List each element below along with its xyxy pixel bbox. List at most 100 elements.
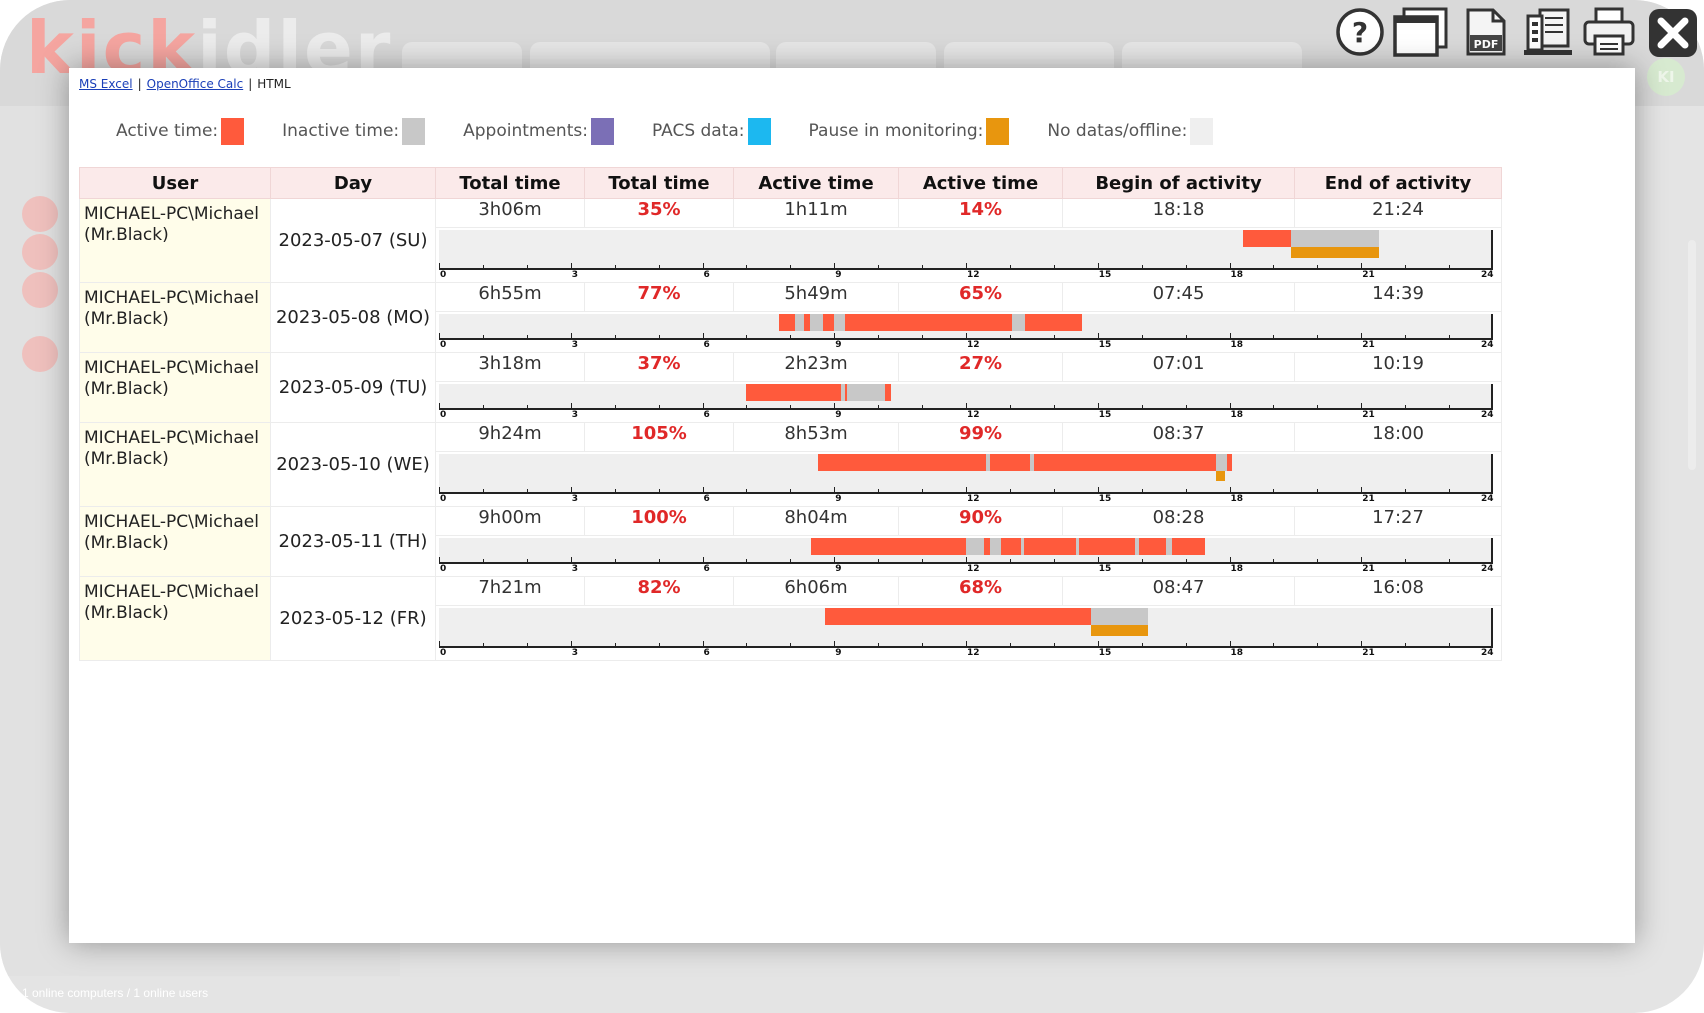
timeline-tick bbox=[1492, 487, 1493, 494]
timeline-tick bbox=[658, 643, 660, 647]
scrollbar[interactable] bbox=[1688, 240, 1696, 470]
column-header-active-percent[interactable]: Active time bbox=[898, 167, 1063, 199]
column-header-total-time[interactable]: Total time bbox=[435, 167, 585, 199]
inactive-segment[interactable] bbox=[1029, 454, 1035, 471]
timeline-tick bbox=[1053, 489, 1055, 493]
timeline-tick bbox=[878, 559, 880, 563]
inactive-segment[interactable] bbox=[1135, 538, 1140, 555]
timeline-tick bbox=[746, 405, 748, 409]
timeline-tick bbox=[1141, 489, 1143, 493]
timeline-tick bbox=[1009, 489, 1011, 493]
timeline-tick bbox=[1185, 489, 1187, 493]
pdf-icon[interactable]: PDF bbox=[1464, 6, 1508, 58]
inactive-segment[interactable] bbox=[794, 314, 804, 331]
timeline-tick bbox=[1097, 263, 1099, 270]
active-segment[interactable] bbox=[845, 314, 1013, 331]
day-cell: 2023-05-11 (TH) bbox=[270, 506, 436, 577]
active-segment[interactable] bbox=[746, 384, 841, 401]
timeline-tick bbox=[439, 487, 440, 494]
window-icon[interactable] bbox=[1392, 6, 1450, 58]
column-header-end[interactable]: End of activity bbox=[1294, 167, 1502, 199]
active-segment[interactable] bbox=[1172, 538, 1206, 555]
active-segment[interactable] bbox=[845, 384, 848, 401]
timeline-tick-label: 21 bbox=[1362, 564, 1375, 574]
user-cell: MICHAEL-PC\Michael (Mr.Black) bbox=[79, 422, 271, 507]
pause-segment[interactable] bbox=[1216, 471, 1226, 481]
inactive-segment[interactable] bbox=[840, 384, 846, 401]
active-segment[interactable] bbox=[1139, 538, 1166, 555]
background-tab bbox=[530, 42, 770, 68]
timeline-tick-label: 3 bbox=[571, 494, 579, 504]
timeline-tick bbox=[1229, 403, 1231, 410]
export-calc-link[interactable]: OpenOffice Calc bbox=[146, 77, 244, 91]
timeline-tick bbox=[439, 263, 440, 270]
inactive-segment[interactable] bbox=[1012, 314, 1026, 331]
inactive-segment[interactable] bbox=[1290, 230, 1379, 247]
timeline-tick bbox=[1405, 489, 1407, 493]
column-header-day[interactable]: Day bbox=[270, 167, 436, 199]
timeline-tick bbox=[1449, 335, 1451, 339]
timeline-tick bbox=[790, 405, 792, 409]
inactive-segment[interactable] bbox=[834, 314, 846, 331]
inactive-segment[interactable] bbox=[966, 538, 984, 555]
timeline-tick bbox=[966, 403, 967, 410]
active-segment[interactable] bbox=[1025, 314, 1083, 331]
print-icon[interactable] bbox=[1582, 6, 1636, 58]
active-segment[interactable] bbox=[803, 314, 811, 331]
pause-segment[interactable] bbox=[1091, 625, 1149, 636]
inactive-segment[interactable] bbox=[990, 538, 1002, 555]
active-segment[interactable] bbox=[1079, 538, 1136, 555]
active-segment[interactable] bbox=[1227, 454, 1232, 471]
active-segment[interactable] bbox=[1034, 454, 1217, 471]
active-segment[interactable] bbox=[824, 608, 1092, 625]
pause-segment[interactable] bbox=[1290, 247, 1379, 258]
column-header-active-time[interactable]: Active time bbox=[733, 167, 899, 199]
timeline-tick bbox=[1405, 559, 1407, 563]
avatar[interactable]: KI bbox=[1647, 58, 1685, 96]
timeline-tick bbox=[1449, 643, 1451, 647]
timeline-tick bbox=[439, 403, 440, 410]
inactive-segment[interactable] bbox=[1091, 608, 1149, 625]
timeline-tick bbox=[482, 335, 484, 339]
user-name: MICHAEL-PC\Michael bbox=[84, 428, 259, 448]
active-time-cell: 5h49m bbox=[733, 282, 899, 312]
active-segment[interactable] bbox=[779, 314, 795, 331]
column-header-begin[interactable]: Begin of activity bbox=[1062, 167, 1295, 199]
home-icon bbox=[22, 272, 58, 308]
export-excel-link[interactable]: MS Excel bbox=[79, 77, 133, 91]
timeline-tick bbox=[1185, 559, 1187, 563]
active-segment[interactable] bbox=[810, 538, 966, 555]
timeline-tick bbox=[658, 335, 660, 339]
inactive-segment[interactable] bbox=[1216, 454, 1228, 471]
archive-icon[interactable] bbox=[1522, 6, 1574, 60]
inactive-segment[interactable] bbox=[1075, 538, 1080, 555]
legend-pause: Pause in monitoring: bbox=[809, 117, 1010, 145]
inactive-segment[interactable] bbox=[847, 384, 885, 401]
inactive-segment[interactable] bbox=[1165, 538, 1173, 555]
timeline-tick bbox=[1097, 557, 1099, 564]
timeline-cell: 0 3 6 9 12 15 18 21 24 bbox=[435, 381, 1502, 423]
inactive-segment[interactable] bbox=[985, 454, 991, 471]
timeline-tick-label: 15 bbox=[1098, 494, 1112, 504]
active-segment[interactable] bbox=[823, 314, 835, 331]
help-icon[interactable]: ? bbox=[1334, 6, 1386, 58]
active-segment[interactable] bbox=[990, 454, 1030, 471]
timeline-tick-label: 6 bbox=[703, 340, 710, 350]
active-segment[interactable] bbox=[983, 538, 991, 555]
inactive-segment[interactable] bbox=[1020, 538, 1024, 555]
inactive-segment[interactable] bbox=[810, 314, 824, 331]
active-segment[interactable] bbox=[1001, 538, 1021, 555]
timeline-tick bbox=[1141, 559, 1143, 563]
active-segment[interactable] bbox=[1242, 230, 1291, 247]
active-segment[interactable] bbox=[817, 454, 986, 471]
timeline-tick bbox=[570, 487, 572, 494]
close-icon[interactable] bbox=[1646, 6, 1700, 60]
column-header-total-percent[interactable]: Total time bbox=[584, 167, 734, 199]
timeline-tick bbox=[1229, 557, 1231, 564]
active-segment[interactable] bbox=[1023, 538, 1076, 555]
timeline-tick bbox=[439, 641, 440, 648]
timeline-tick-label: 3 bbox=[571, 564, 579, 574]
active-segment[interactable] bbox=[884, 384, 892, 401]
column-header-user[interactable]: User bbox=[79, 167, 271, 199]
end-time-cell: 21:24 bbox=[1294, 198, 1502, 228]
